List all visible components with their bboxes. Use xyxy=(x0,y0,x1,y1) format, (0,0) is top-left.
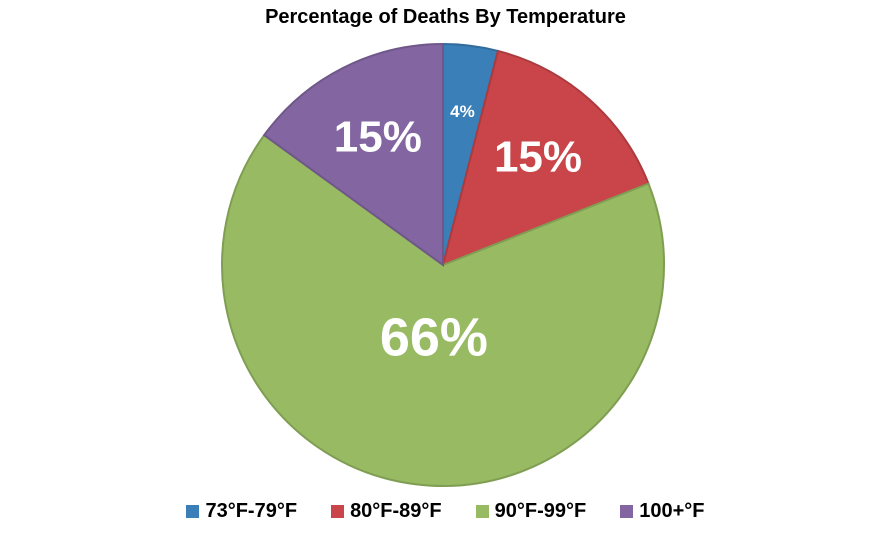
legend-swatch xyxy=(620,505,634,518)
legend-label: 73°F-79°F xyxy=(205,500,298,522)
slice-label: 4% xyxy=(450,102,475,121)
legend-item-90-99: 90°F-99°F xyxy=(475,500,587,523)
legend-item-73-79: 73°F-79°F xyxy=(186,500,297,523)
legend-item-100-plus: 100+°F xyxy=(620,500,705,523)
chart-legend: 73°F-79°F 80°F-89°F 90°F-99°F 100+°F xyxy=(0,500,891,523)
legend-label: 80°F-89°F xyxy=(350,500,442,522)
chart-title: Percentage of Deaths By Temperature xyxy=(265,6,626,28)
slice-label: 66% xyxy=(380,307,488,367)
slice-label: 15% xyxy=(494,133,582,182)
slice-label: 15% xyxy=(334,113,422,162)
legend-swatch xyxy=(186,505,200,518)
pie-slice xyxy=(262,42,444,267)
legend-item-80-89: 80°F-89°F xyxy=(331,500,442,523)
pie-slice xyxy=(221,133,665,487)
legend-label: 90°F-99°F xyxy=(494,500,587,522)
legend-label: 100+°F xyxy=(639,500,705,522)
legend-swatch xyxy=(475,505,489,518)
legend-swatch xyxy=(331,505,345,518)
pie-slice xyxy=(441,49,650,267)
